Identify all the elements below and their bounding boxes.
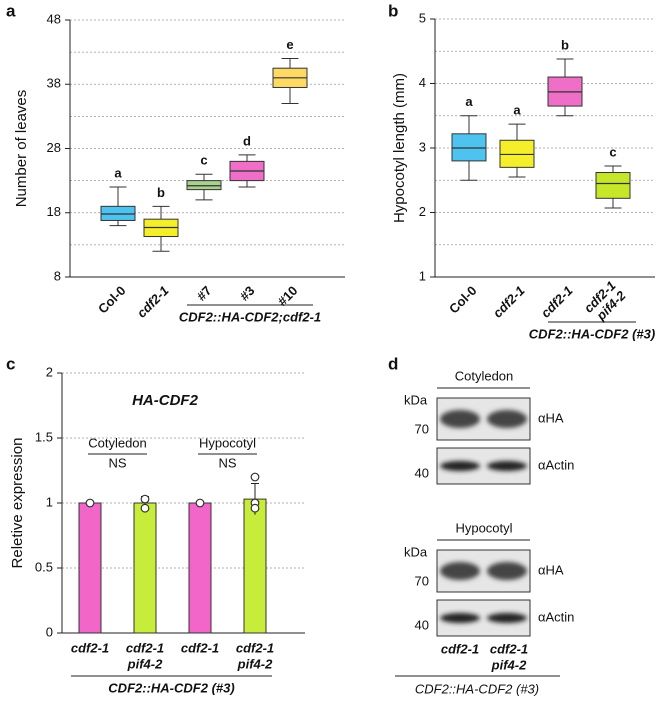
tissue-label: Hypocotyl: [455, 520, 512, 535]
antibody-label: αHA: [538, 410, 564, 425]
lane-label: cdf2-1: [441, 641, 479, 656]
x-tick-label: cdf2-1: [71, 640, 109, 655]
y-tick-label: 1.5: [35, 429, 53, 444]
unit-label: kDa: [404, 392, 428, 407]
unit-label: kDa: [404, 544, 428, 559]
x-tick-label: cdf2-1: [181, 640, 219, 655]
significance-letter: d: [243, 133, 251, 148]
significance-letter: c: [200, 153, 207, 168]
data-point: [140, 503, 150, 513]
blot-band: [487, 461, 527, 471]
x-tick-label: cdf2-1: [126, 640, 164, 655]
panel-label: d: [388, 354, 398, 373]
bar: [188, 502, 212, 634]
x-tick-label: cdf2-1: [490, 283, 528, 321]
significance-letter: a: [465, 94, 473, 109]
marker-label: 70: [415, 573, 429, 588]
significance-letter: e: [286, 37, 293, 52]
blot-band: [440, 562, 480, 580]
significance-letter: b: [157, 185, 165, 200]
x-tick-label: cdf2-1: [538, 283, 576, 321]
x-tick-label: cdf2-1: [236, 640, 274, 655]
box: [451, 133, 487, 162]
y-tick-label: 0: [46, 624, 53, 639]
blot-band: [440, 461, 480, 471]
blot-band: [440, 613, 480, 623]
data-point: [195, 498, 205, 508]
box: [595, 172, 631, 199]
comparison-label: Cotyledon: [88, 435, 147, 450]
blot-band: [440, 410, 480, 428]
construct-label: CDF2::HA-CDF2 (#3): [415, 681, 539, 696]
blot-band: [487, 613, 527, 623]
comparison-result: NS: [218, 455, 236, 470]
box: [499, 139, 535, 168]
box: [100, 205, 136, 221]
y-axis-label: Reletive expression: [9, 438, 26, 569]
bar: [243, 498, 267, 634]
x-tick-label: Col-0: [95, 283, 129, 317]
bar: [133, 502, 157, 634]
blot-band: [487, 410, 527, 428]
y-tick-label: 0.5: [35, 559, 53, 574]
y-tick-label: 2: [46, 364, 53, 379]
y-tick-label: 18: [47, 204, 61, 219]
x-tick-label: pif4-2: [237, 656, 273, 671]
marker-label: 70: [415, 421, 429, 436]
marker-label: 40: [415, 617, 429, 632]
y-tick-label: 38: [47, 76, 61, 91]
bar: [78, 502, 102, 634]
panel-label: c: [6, 354, 15, 373]
antibody-label: αActin: [538, 609, 574, 624]
x-tick-label: cdf2-1: [134, 283, 172, 321]
comparison-label: Hypocotyl: [199, 435, 256, 450]
group-label: CDF2::HA-CDF2 (#3): [529, 326, 655, 341]
marker-label: 40: [415, 465, 429, 480]
chart-title: HA-CDF2: [132, 392, 198, 409]
y-tick-label: 5: [419, 10, 426, 25]
group-label: CDF2::HA-CDF2;cdf2-1: [179, 309, 321, 324]
y-tick-label: 2: [419, 204, 426, 219]
box: [186, 180, 222, 191]
y-tick-label: 28: [47, 140, 61, 155]
lane-label: cdf2-1: [490, 641, 528, 656]
y-tick-label: 1: [419, 268, 426, 283]
data-point: [250, 503, 260, 513]
data-point: [85, 498, 95, 508]
significance-letter: a: [513, 103, 521, 118]
y-axis-label: Hypocotyl length (mm): [391, 73, 408, 223]
x-tick-label: Col-0: [446, 283, 480, 317]
lane-label: pif4-2: [491, 657, 527, 672]
antibody-label: αActin: [538, 457, 574, 472]
panel-label: a: [6, 1, 16, 20]
comparison-result: NS: [108, 455, 126, 470]
group-label: CDF2::HA-CDF2 (#3): [108, 680, 234, 695]
significance-letter: c: [609, 144, 616, 159]
y-tick-label: 1: [46, 494, 53, 509]
data-point: [140, 494, 150, 504]
y-tick-label: 48: [47, 11, 61, 26]
y-tick-label: 3: [419, 139, 426, 154]
y-axis-label: Number of leaves: [13, 90, 30, 208]
antibody-label: αHA: [538, 562, 564, 577]
tissue-label: Cotyledon: [455, 368, 514, 383]
significance-letter: b: [561, 37, 569, 52]
data-point: [250, 472, 260, 482]
y-tick-label: 4: [419, 75, 426, 90]
x-tick-label: #7: [194, 283, 215, 304]
panel-label: b: [388, 1, 398, 20]
significance-letter: a: [114, 165, 122, 180]
x-tick-label: #3: [237, 283, 258, 304]
y-tick-label: 8: [54, 268, 61, 283]
blot-band: [487, 562, 527, 580]
x-tick-label: pif4-2: [127, 656, 163, 671]
